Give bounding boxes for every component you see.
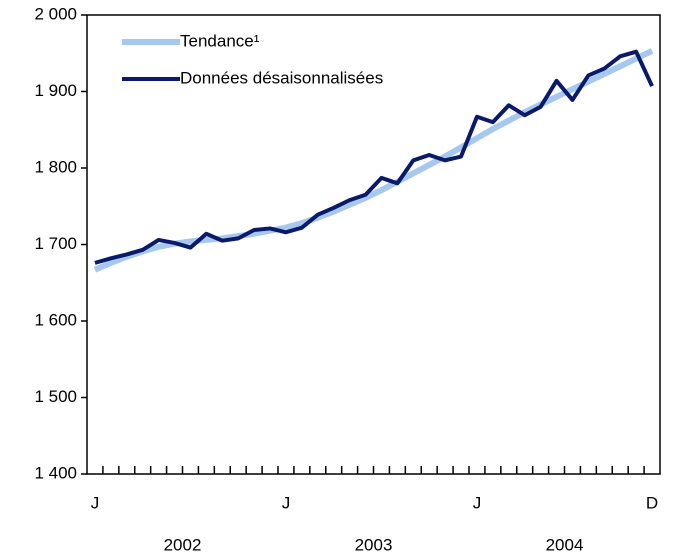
series-line: [94, 49, 654, 265]
y-tick-label: 1 600: [34, 310, 77, 329]
y-tick-label: 1 500: [34, 387, 77, 406]
year-label: 2003: [355, 535, 393, 554]
x-tick-label: J: [282, 493, 291, 512]
x-tick-label: J: [91, 493, 100, 512]
y-tick-label: 1 700: [34, 234, 77, 253]
x-tick-label: J: [473, 493, 482, 512]
legend-label: Données désaisonnalisées: [180, 68, 383, 87]
series-line: [93, 48, 654, 273]
y-tick-label: 1 800: [34, 157, 77, 176]
year-label: 2004: [546, 535, 584, 554]
y-tick-label: 1 400: [34, 463, 77, 482]
legend-label: Tendance¹: [180, 31, 260, 50]
y-tick-label: 1 900: [34, 81, 77, 100]
x-tick-label: D: [646, 493, 658, 512]
y-tick-label: 2 000: [34, 4, 77, 23]
year-label: 2002: [164, 535, 202, 554]
